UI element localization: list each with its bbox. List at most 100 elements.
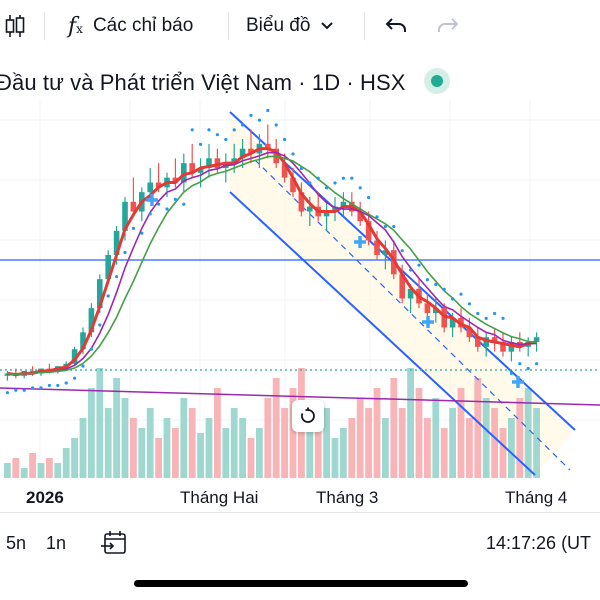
range-1y-button[interactable]: 1n [46, 533, 67, 553]
volume-bar [46, 458, 53, 478]
volume-bar [398, 408, 406, 478]
volume-bar [37, 463, 45, 478]
sar-dot [199, 142, 203, 146]
channel-lower-line [229, 191, 536, 476]
candle-body [508, 342, 515, 352]
toolbar-divider [44, 12, 45, 40]
market-status-dot [431, 75, 443, 87]
sar-dot [73, 376, 77, 380]
chart-type-label: Biểu đồ [246, 15, 311, 36]
sar-dot [283, 137, 287, 142]
candle-body [281, 163, 288, 178]
sar-dot [140, 231, 144, 235]
candle-body [533, 337, 540, 342]
volume-bar [348, 418, 356, 478]
volume-bar [415, 388, 423, 478]
volume-bar [62, 448, 70, 478]
volume-bar [457, 388, 465, 478]
sar-dot [39, 386, 43, 390]
redo-icon[interactable] [436, 0, 460, 52]
candle-body [466, 327, 473, 338]
signal-marker [146, 194, 158, 206]
volume-bar [222, 428, 230, 478]
candle-body [197, 168, 204, 173]
sar-dot [148, 212, 152, 216]
volume-bar [306, 418, 314, 478]
sar-dot [375, 215, 379, 219]
sar-dot [182, 202, 186, 206]
reset-chart-button[interactable] [292, 400, 324, 432]
sar-dot [425, 278, 429, 282]
sar-dot [367, 195, 371, 200]
sar-dot [224, 137, 228, 142]
sar-dot [467, 302, 471, 306]
sar-dot [484, 316, 488, 320]
sar-dot [459, 292, 463, 296]
indicators-button[interactable]: fx Các chỉ báo [68, 0, 193, 52]
sar-dot [123, 250, 127, 255]
candle-body [80, 332, 86, 350]
volume-bar [466, 418, 473, 478]
candle-body [424, 303, 431, 313]
price-chart[interactable] [0, 100, 600, 480]
sar-dot [89, 347, 93, 351]
candle-body [365, 221, 372, 241]
volume-bar [508, 418, 515, 478]
candle-body [298, 192, 305, 212]
volume-bar [432, 398, 440, 478]
candle-body [307, 206, 313, 212]
sar-dot [22, 388, 26, 392]
sar-dot [509, 371, 513, 375]
sar-dot [451, 297, 455, 301]
volume-bar [96, 368, 104, 478]
bottom-bar: 5n 1n 14:17:26 (UT [0, 512, 600, 573]
x-label-mar: Tháng 3 [316, 488, 379, 507]
candle-body [97, 279, 103, 309]
candle-body [105, 255, 111, 280]
clock-time: 14:17:26 (UT [486, 533, 592, 553]
volume-bar [256, 428, 263, 478]
volume-bar [79, 418, 87, 478]
moving-average-line [7, 151, 537, 376]
volume-bar [499, 428, 507, 478]
chart-type-button[interactable]: Biểu đồ [246, 0, 334, 52]
sar-dot [518, 362, 522, 366]
volume-bar [20, 468, 28, 478]
sar-dot [350, 176, 354, 180]
candles-icon[interactable] [4, 0, 26, 52]
range-5y-button[interactable]: 5n [6, 533, 27, 553]
x-label-apr: Tháng 4 [505, 488, 568, 507]
sar-dot [5, 391, 9, 395]
volume-bar [71, 438, 78, 478]
sar-dot [241, 123, 245, 127]
sar-dot [417, 263, 421, 267]
candle-body [206, 158, 212, 168]
candle-body [63, 363, 69, 367]
volume-bar [214, 388, 221, 478]
volume-bar [491, 408, 498, 478]
sar-dot [476, 311, 480, 316]
sar-dot [215, 133, 219, 137]
volume-bar [88, 388, 95, 478]
volume-bar [272, 378, 280, 478]
sar-dot [493, 311, 497, 316]
sar-dot [308, 181, 312, 185]
sar-dot [526, 366, 530, 371]
candle-body [323, 211, 330, 217]
goto-date-icon[interactable] [100, 529, 128, 562]
sar-dot [501, 316, 505, 320]
undo-icon[interactable] [384, 0, 408, 52]
channel-mid-line [254, 159, 571, 471]
symbol-title: Đầu tư và Phát triển Việt Nam · 1D · HSX [0, 70, 406, 95]
trend-line [0, 387, 600, 406]
market-status-indicator [424, 68, 450, 94]
sar-dot [190, 128, 194, 132]
sar-dot [81, 364, 85, 368]
candle-body [189, 163, 195, 173]
sar-dot [409, 268, 413, 272]
volume-bar [407, 368, 414, 478]
candle-body [382, 250, 389, 255]
top-toolbar: fx Các chỉ báo Biểu đồ [0, 0, 600, 52]
fx-icon: fx [68, 13, 83, 39]
volume-bar [356, 398, 364, 478]
